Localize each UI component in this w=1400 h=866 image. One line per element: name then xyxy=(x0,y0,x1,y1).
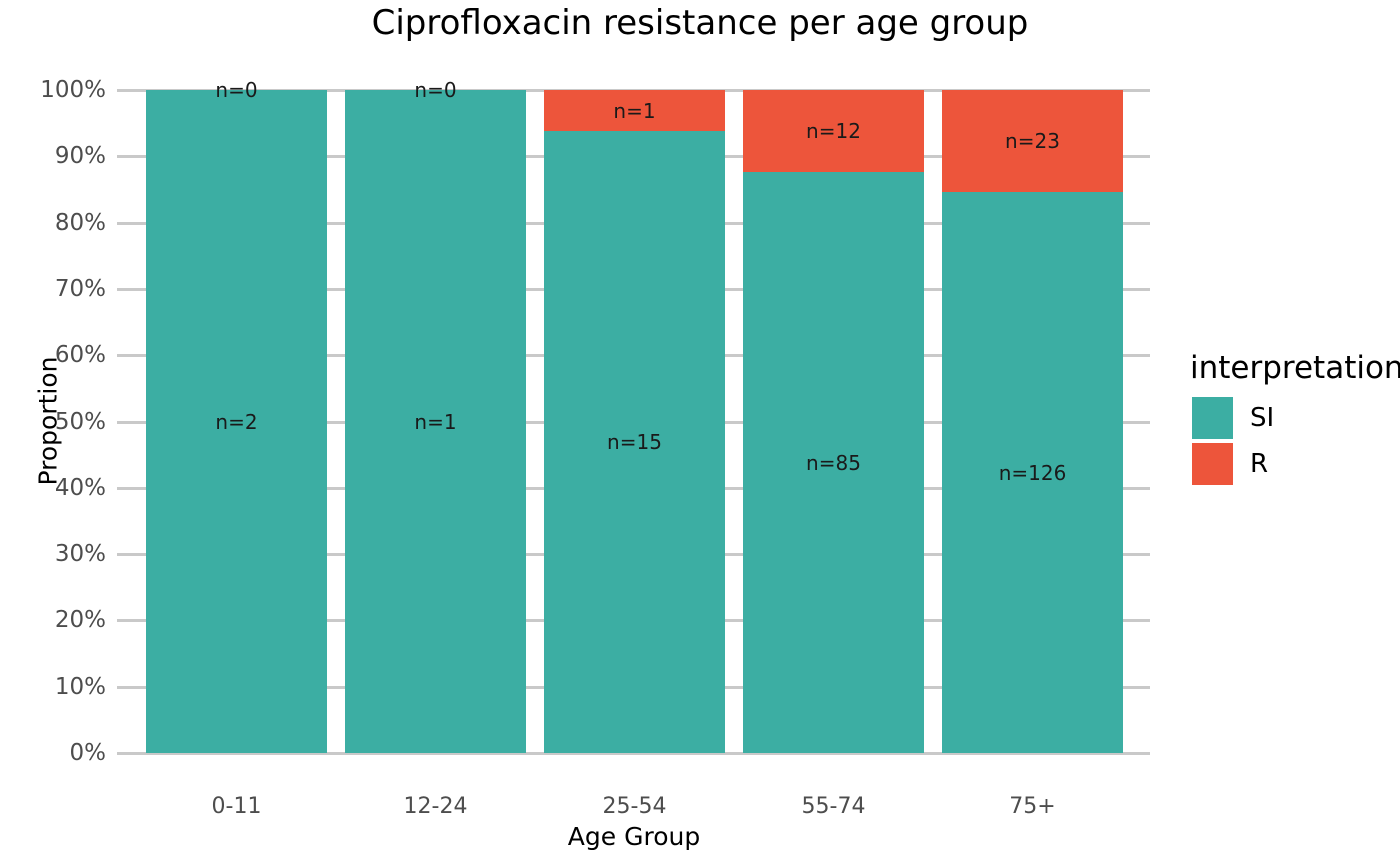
bar-count-label-si: n=126 xyxy=(998,461,1067,485)
x-tick-label: 12-24 xyxy=(403,794,468,819)
y-tick-label: 50% xyxy=(54,409,106,435)
bar-count-label-r: n=23 xyxy=(1005,129,1060,153)
grid-line xyxy=(117,752,1150,755)
x-tick-label: 25-54 xyxy=(602,794,667,819)
y-tick-label: 70% xyxy=(54,276,106,302)
bar-segment-r xyxy=(743,90,924,172)
bar-count-label-r: n=1 xyxy=(613,99,656,123)
bar-segment-si xyxy=(942,192,1123,753)
legend-entry-label: SI xyxy=(1250,403,1275,433)
bar-count-label-r: n=12 xyxy=(806,119,861,143)
bar-count-label-si: n=85 xyxy=(806,451,861,475)
legend-entry-label: R xyxy=(1250,449,1269,479)
bar-count-label-r: n=0 xyxy=(414,78,457,102)
bar-segment-si xyxy=(743,172,924,753)
bar-segment-si xyxy=(146,90,327,753)
legend-title: interpretation xyxy=(1190,350,1400,386)
y-tick-label: 30% xyxy=(54,541,106,567)
legend-item: R xyxy=(1192,443,1268,485)
y-tick-label: 80% xyxy=(54,210,106,236)
chart-title: Ciprofloxacin resistance per age group xyxy=(371,3,1029,43)
y-tick-label: 0% xyxy=(69,740,107,766)
x-tick-label: 55-74 xyxy=(801,794,866,819)
legend-swatch-r xyxy=(1192,443,1233,485)
y-tick-label: 20% xyxy=(54,607,106,633)
bar-segment-r xyxy=(942,90,1123,192)
x-axis-title: Age Group xyxy=(567,822,701,851)
y-tick-label: 40% xyxy=(54,475,106,501)
legend-swatch-si xyxy=(1192,397,1233,439)
legend-item: SI xyxy=(1192,397,1274,439)
bar-count-label-r: n=0 xyxy=(215,78,258,102)
bar-segment-r xyxy=(544,90,725,131)
bar-count-label-si: n=15 xyxy=(607,430,662,454)
y-tick-label: 60% xyxy=(54,342,106,368)
x-tick-label: 75+ xyxy=(1009,794,1056,819)
x-tick-label: 0-11 xyxy=(211,794,262,819)
y-tick-label: 90% xyxy=(54,143,106,169)
bar-count-label-si: n=1 xyxy=(414,410,457,434)
bar-segment-si xyxy=(544,131,725,753)
y-tick-label: 100% xyxy=(40,77,106,103)
bar-count-label-si: n=2 xyxy=(215,410,258,434)
y-tick-label: 10% xyxy=(54,674,106,700)
bar-segment-si xyxy=(345,90,526,753)
